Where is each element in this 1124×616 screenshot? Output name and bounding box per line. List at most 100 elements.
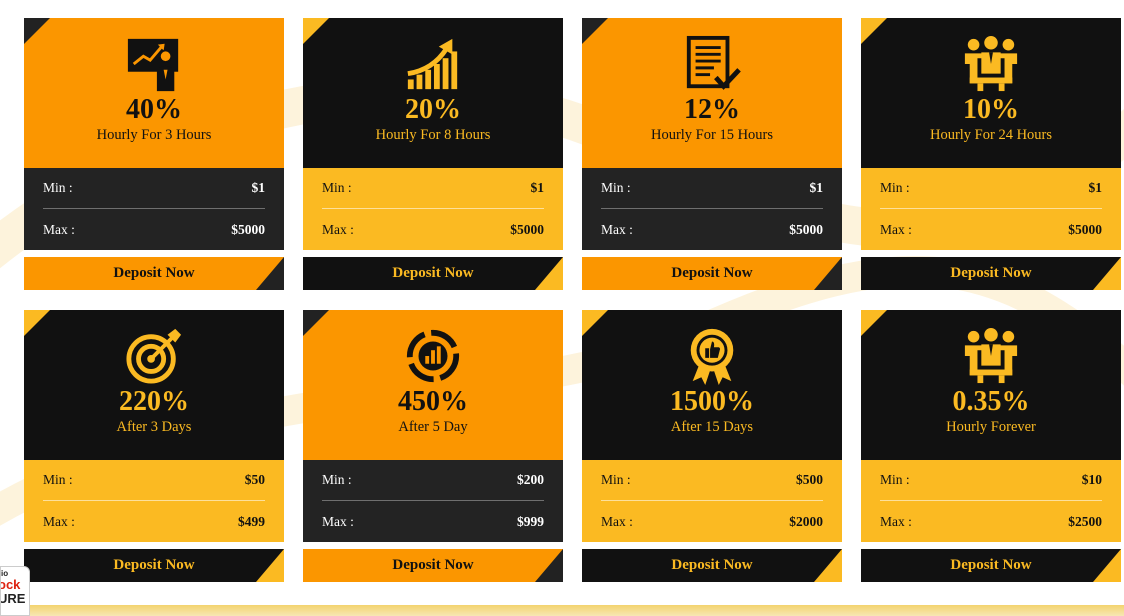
deposit-now-button[interactable]: Deposit Now [582,549,842,582]
plan-percent: 20% [405,94,461,125]
max-value: $999 [517,513,544,529]
plan-card: 40% Hourly For 3 Hours Min : $1 Max : $5… [24,18,284,290]
plan-card: 10% Hourly For 24 Hours Min : $1 Max : $… [861,18,1121,290]
max-value: $499 [238,513,265,529]
plan-limits: Min : $200 Max : $999 [303,460,563,542]
corner-decoration [303,18,329,44]
corner-badge[interactable]: io ock URE [0,566,30,616]
max-value: $5000 [510,221,544,237]
max-row: Max : $2000 [601,501,823,542]
max-value: $5000 [231,221,265,237]
min-row: Min : $1 [322,168,544,209]
growth-chart-icon [407,38,458,90]
min-row: Min : $50 [43,460,265,501]
min-row: Min : $1 [43,168,265,209]
deposit-button-label: Deposit Now [950,265,1032,281]
deposit-button-label: Deposit Now [671,557,753,573]
plan-percent: 40% [126,94,182,125]
corner-decoration [256,257,284,290]
plan-limits: Min : $50 Max : $499 [24,460,284,542]
max-row: Max : $5000 [880,209,1102,250]
max-label: Max : [880,221,912,237]
plan-percent: 220% [119,386,189,417]
max-label: Max : [43,221,75,237]
max-label: Max : [601,513,633,529]
deposit-now-button[interactable]: Deposit Now [24,549,284,582]
plan-term: After 3 Days [116,419,192,435]
min-value: $1 [530,180,545,195]
presentation-icon [127,38,179,92]
max-row: Max : $5000 [601,209,823,250]
plan-card: 220% After 3 Days Min : $50 Max : $499 D… [24,310,284,582]
min-value: $50 [244,472,265,487]
max-label: Max : [322,513,354,529]
corner-decoration [303,310,329,336]
max-value: $2500 [1068,513,1102,529]
deposit-now-button[interactable]: Deposit Now [24,257,284,290]
min-label: Min : [880,180,910,195]
min-value: $500 [796,472,823,487]
corner-decoration [582,18,608,44]
min-label: Min : [322,472,352,487]
plan-header: 220% After 3 Days [24,310,284,460]
plan-header: 12% Hourly For 15 Hours [582,18,842,168]
min-value: $1 [251,180,266,195]
plan-limits: Min : $500 Max : $2000 [582,460,842,542]
target-icon [126,328,182,384]
corner-decoration [861,310,887,336]
min-row: Min : $200 [322,460,544,501]
deposit-button-label: Deposit Now [392,557,474,573]
plan-header: 10% Hourly For 24 Hours [861,18,1121,168]
plan-percent: 1500% [670,386,754,417]
min-label: Min : [601,472,631,487]
min-label: Min : [601,180,631,195]
min-row: Min : $1 [880,168,1102,209]
max-row: Max : $5000 [43,209,265,250]
plan-term: Hourly For 8 Hours [375,127,491,143]
min-value: $1 [809,180,824,195]
max-row: Max : $499 [43,501,265,542]
team-icon [964,327,1018,384]
plan-card: 12% Hourly For 15 Hours Min : $1 Max : $… [582,18,842,290]
plan-header: 450% After 5 Day [303,310,563,460]
max-label: Max : [880,513,912,529]
deposit-now-button[interactable]: Deposit Now [303,257,563,290]
team-icon [964,35,1018,92]
deposit-now-button[interactable]: Deposit Now [861,257,1121,290]
max-value: $5000 [789,221,823,237]
min-label: Min : [43,180,73,195]
deposit-now-button[interactable]: Deposit Now [582,257,842,290]
min-label: Min : [322,180,352,195]
corner-decoration [1093,549,1121,582]
corner-decoration [24,18,50,44]
min-label: Min : [880,472,910,487]
badge-line-3: URE [0,591,26,606]
award-badge-icon [690,328,734,385]
plan-term: Hourly Forever [946,419,1036,435]
plan-percent: 450% [398,386,468,417]
deposit-now-button[interactable]: Deposit Now [861,549,1121,582]
plan-card: 1500% After 15 Days Min : $500 Max : $20… [582,310,842,582]
deposit-now-button[interactable]: Deposit Now [303,549,563,582]
deposit-button-label: Deposit Now [113,265,195,281]
min-row: Min : $500 [601,460,823,501]
plans-grid: 40% Hourly For 3 Hours Min : $1 Max : $5… [24,18,1121,582]
corner-decoration [24,310,50,336]
deposit-button-label: Deposit Now [671,265,753,281]
max-row: Max : $999 [322,501,544,542]
plan-limits: Min : $1 Max : $5000 [861,168,1121,250]
deposit-button-label: Deposit Now [113,557,195,573]
max-row: Max : $5000 [322,209,544,250]
badge-line-2: ock [0,577,21,592]
plan-term: Hourly For 24 Hours [929,127,1053,143]
plan-card: 450% After 5 Day Min : $200 Max : $999 D… [303,310,563,582]
plan-card: 0.35% Hourly Forever Min : $10 Max : $25… [861,310,1121,582]
corner-decoration [1093,257,1121,290]
plan-header: 1500% After 15 Days [582,310,842,460]
corner-decoration [814,549,842,582]
min-row: Min : $10 [880,460,1102,501]
plan-card: 20% Hourly For 8 Hours Min : $1 Max : $5… [303,18,563,290]
badge-line-1: io [1,569,9,578]
max-label: Max : [601,221,633,237]
plan-limits: Min : $1 Max : $5000 [24,168,284,250]
